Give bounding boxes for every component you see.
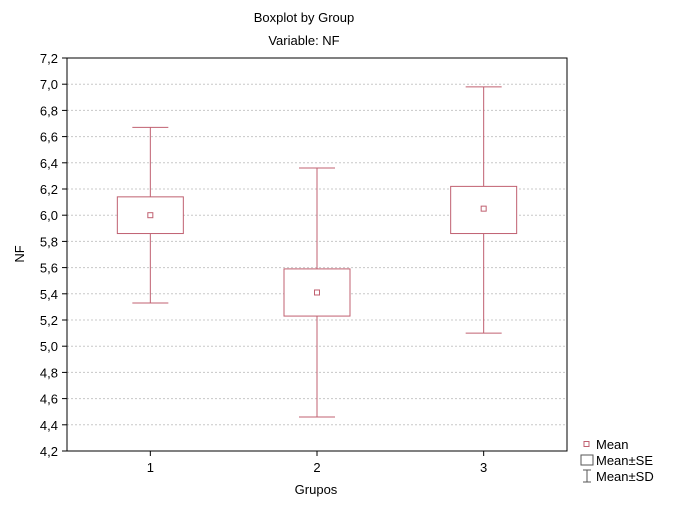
legend-item-whisker: Mean±SD [583, 469, 654, 484]
box-group-1 [116, 126, 184, 304]
legend-item-box: Mean±SE [580, 453, 653, 468]
box-group-2 [283, 167, 351, 418]
y-tick-label: 5,8 [40, 234, 58, 249]
y-tick-label: 5,0 [40, 339, 58, 354]
y-tick-label: 7,2 [40, 51, 58, 66]
y-tick-label: 4,6 [40, 392, 58, 407]
y-tick-label: 7,0 [40, 77, 58, 92]
se-box [116, 196, 184, 235]
mean-point [147, 212, 154, 219]
mean-point [480, 205, 487, 212]
x-axis-label: Grupos [295, 482, 338, 497]
se-box [450, 185, 518, 235]
boxes [116, 86, 518, 418]
y-tick-label: 6,6 [40, 130, 58, 145]
legend-label: Mean±SE [596, 453, 653, 468]
x-axis-ticks: 1 2 3 [147, 451, 487, 475]
y-tick-label: 4,4 [40, 418, 58, 433]
y-tick-label: 6,2 [40, 182, 58, 197]
y-axis-label: NF [12, 245, 27, 262]
y-axis-ticks: 4,2 4,4 4,6 4,8 5,0 5,2 5,4 5,6 5,8 6,0 6,2 6,4 6,6 6… [40, 51, 67, 459]
x-tick-label: 1 [147, 460, 154, 475]
chart-subtitle: Variable: NF [268, 33, 339, 48]
box-group-3 [450, 86, 518, 334]
x-tick-label: 3 [480, 460, 487, 475]
mean-point [314, 289, 320, 296]
y-tick-label: 4,2 [40, 444, 58, 459]
legend-item-square-point: Mean [583, 437, 629, 452]
x-tick-label: 2 [313, 460, 320, 475]
legend-label: Mean [596, 437, 629, 452]
y-tick-label: 5,2 [40, 313, 58, 328]
chart-title: Boxplot by Group [254, 10, 354, 25]
y-tick-label: 6,4 [40, 156, 58, 171]
legend-mean-symbol [583, 441, 590, 447]
y-tick-label: 5,6 [40, 261, 58, 276]
y-tick-label: 5,4 [40, 287, 58, 302]
se-box [283, 268, 351, 317]
y-tick-label: 4,8 [40, 365, 58, 380]
legend-se-symbol [580, 454, 594, 466]
plot-frame [66, 57, 568, 452]
y-tick-label: 6,8 [40, 103, 58, 118]
legend-label: Mean±SD [596, 469, 654, 484]
y-tick-label: 6,0 [40, 208, 58, 223]
